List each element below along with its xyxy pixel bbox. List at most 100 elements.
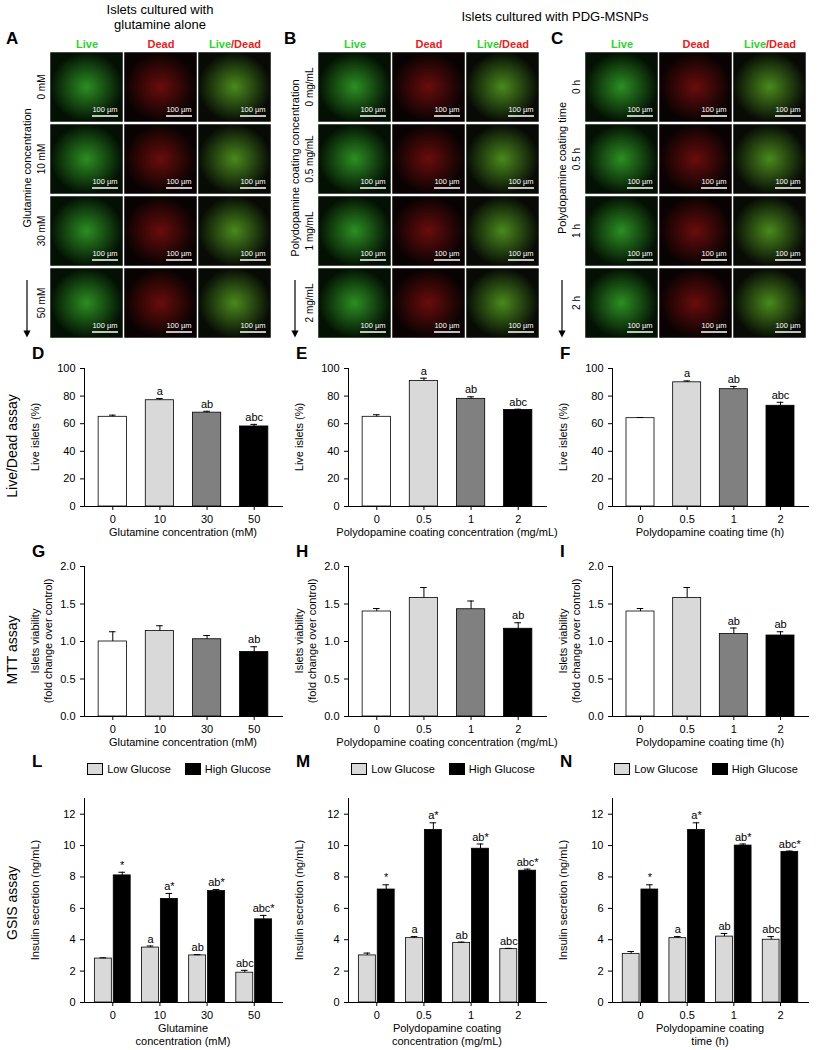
svg-text:Live islets (%): Live islets (%) xyxy=(293,403,305,471)
svg-text:1.0: 1.0 xyxy=(324,635,339,647)
svg-text:100 µm: 100 µm xyxy=(360,249,385,258)
svg-text:abc: abc xyxy=(772,389,790,401)
svg-text:100 µm: 100 µm xyxy=(775,249,800,258)
svg-text:8: 8 xyxy=(333,870,339,882)
svg-text:100 µm: 100 µm xyxy=(701,321,726,330)
svg-text:ab*: ab* xyxy=(472,831,489,843)
svg-text:100 µm: 100 µm xyxy=(92,321,117,330)
svg-text:0: 0 xyxy=(597,996,603,1008)
svg-text:40: 40 xyxy=(327,445,339,457)
svg-text:*: * xyxy=(120,859,125,871)
svg-text:0.5: 0.5 xyxy=(416,1009,431,1021)
svg-text:Insulin secretion (ng/mL): Insulin secretion (ng/mL) xyxy=(29,840,41,960)
svg-text:2: 2 xyxy=(515,1009,521,1021)
svg-text:100: 100 xyxy=(321,362,339,374)
svg-text:80: 80 xyxy=(63,390,75,402)
svg-text:abc: abc xyxy=(762,923,780,935)
svg-text:0: 0 xyxy=(637,1009,643,1021)
svg-text:0: 0 xyxy=(69,500,75,512)
svg-text:*: * xyxy=(648,871,653,883)
svg-text:abc: abc xyxy=(500,935,518,947)
svg-text:0.0: 0.0 xyxy=(60,710,75,722)
svg-text:100 µm: 100 µm xyxy=(240,321,265,330)
svg-text:2 mg/mL: 2 mg/mL xyxy=(304,283,315,322)
svg-text:100 µm: 100 µm xyxy=(240,177,265,186)
svg-text:100 µm: 100 µm xyxy=(434,321,459,330)
svg-text:2 h: 2 h xyxy=(571,296,582,310)
svg-text:abc: abc xyxy=(245,411,263,423)
svg-text:ab: ab xyxy=(248,633,260,645)
svg-text:80: 80 xyxy=(591,390,603,402)
svg-text:10: 10 xyxy=(154,1009,166,1021)
svg-text:0: 0 xyxy=(597,500,603,512)
svg-text:100 µm: 100 µm xyxy=(360,105,385,114)
svg-text:100 µm: 100 µm xyxy=(360,321,385,330)
svg-text:30 mM: 30 mM xyxy=(36,216,47,247)
svg-text:100 µm: 100 µm xyxy=(775,177,800,186)
svg-text:100 µm: 100 µm xyxy=(166,249,191,258)
svg-text:2.0: 2.0 xyxy=(588,560,603,572)
svg-text:100 µm: 100 µm xyxy=(627,249,652,258)
svg-text:2: 2 xyxy=(515,723,521,735)
svg-text:10: 10 xyxy=(154,513,166,525)
svg-text:10: 10 xyxy=(327,839,339,851)
svg-text:100 µm: 100 µm xyxy=(92,105,117,114)
svg-text:0: 0 xyxy=(110,513,116,525)
svg-text:Polydopamine coating concentra: Polydopamine coating concentration (mg/m… xyxy=(336,736,557,748)
svg-text:ab: ab xyxy=(192,941,204,953)
svg-text:abc: abc xyxy=(509,396,527,408)
svg-text:a: a xyxy=(157,385,164,397)
svg-text:1.5: 1.5 xyxy=(60,598,75,610)
svg-text:2: 2 xyxy=(333,965,339,977)
svg-text:50: 50 xyxy=(248,1009,260,1021)
svg-text:a: a xyxy=(421,365,428,377)
svg-text:100 µm: 100 µm xyxy=(627,105,652,114)
svg-text:ab*: ab* xyxy=(735,831,752,843)
svg-text:Dead: Dead xyxy=(148,38,175,50)
svg-text:0.0: 0.0 xyxy=(324,710,339,722)
svg-text:12: 12 xyxy=(327,808,339,820)
svg-text:50: 50 xyxy=(248,513,260,525)
svg-text:2: 2 xyxy=(777,513,783,525)
svg-text:Insulin secretion (ng/mL): Insulin secretion (ng/mL) xyxy=(557,840,569,960)
svg-text:50: 50 xyxy=(248,723,260,735)
svg-text:0: 0 xyxy=(69,996,75,1008)
svg-text:20: 20 xyxy=(591,472,603,484)
svg-text:100 µm: 100 µm xyxy=(240,249,265,258)
svg-text:a: a xyxy=(684,367,691,379)
svg-text:10: 10 xyxy=(154,723,166,735)
svg-text:20: 20 xyxy=(63,472,75,484)
svg-text:0: 0 xyxy=(637,513,643,525)
svg-text:ab: ab xyxy=(201,398,213,410)
svg-text:abc*: abc* xyxy=(253,902,276,914)
svg-text:1.5: 1.5 xyxy=(588,598,603,610)
svg-text:B: B xyxy=(284,29,296,48)
svg-text:100 µm: 100 µm xyxy=(434,177,459,186)
svg-text:30: 30 xyxy=(201,513,213,525)
svg-text:abc*: abc* xyxy=(779,838,802,850)
svg-text:Polydopamine coating time: Polydopamine coating time xyxy=(556,102,568,234)
svg-text:100 µm: 100 µm xyxy=(627,321,652,330)
svg-text:0: 0 xyxy=(333,500,339,512)
svg-text:6: 6 xyxy=(69,902,75,914)
svg-text:12: 12 xyxy=(63,808,75,820)
svg-text:100 µm: 100 µm xyxy=(701,177,726,186)
svg-text:100: 100 xyxy=(57,362,75,374)
svg-text:100 µm: 100 µm xyxy=(508,177,533,186)
svg-text:2: 2 xyxy=(777,1009,783,1021)
svg-text:ab*: ab* xyxy=(208,876,225,888)
svg-text:Polydopamine coating concentra: Polydopamine coating concentration (mg/m… xyxy=(336,526,557,538)
svg-text:0.5: 0.5 xyxy=(680,513,695,525)
svg-text:10 mM: 10 mM xyxy=(36,144,47,175)
svg-text:abc: abc xyxy=(236,957,254,969)
svg-text:1.5: 1.5 xyxy=(324,598,339,610)
svg-text:Islets viability(fold change o: Islets viability(fold change over contro… xyxy=(293,579,318,704)
svg-text:80: 80 xyxy=(327,390,339,402)
svg-text:0.5: 0.5 xyxy=(588,673,603,685)
svg-text:Islets viability(fold change o: Islets viability(fold change over contro… xyxy=(29,579,54,704)
svg-text:10: 10 xyxy=(63,839,75,851)
svg-text:1: 1 xyxy=(731,1009,737,1021)
svg-text:10: 10 xyxy=(591,839,603,851)
svg-text:100 µm: 100 µm xyxy=(166,177,191,186)
svg-text:0.5 h: 0.5 h xyxy=(571,148,582,170)
